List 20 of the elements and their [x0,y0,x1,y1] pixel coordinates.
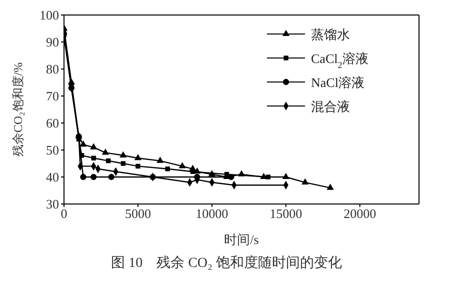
caption: 图 10 残余 CO₂ 饱和度随时间的变化 [110,254,343,272]
y-axis-title: 残余CO₂饱和度/% [11,62,25,157]
x-tick-label: 15000 [270,206,302,222]
x-tick-label: 10000 [196,206,228,222]
x-tick-label: 5000 [124,206,151,222]
y-tick-label: 40 [46,170,59,185]
y-tick-label: 30 [46,196,59,212]
legend-label: CaCl$_{2}$溶液 [311,51,368,70]
y-tick-label: 60 [46,116,59,131]
legend-label: 混合液 [311,99,350,114]
x-axis-title: 时间/s [224,232,259,247]
x-tick-label: 0 [60,206,68,222]
legend-label: NaCl溶液 [311,75,364,90]
y-tick-label: 100 [40,8,59,23]
x-tick-label: 20000 [344,206,376,222]
y-tick-label: 50 [46,142,59,158]
legend-label: 蒸馏水 [311,27,350,42]
y-tick-label: 90 [46,34,59,50]
y-tick-label: 70 [46,88,59,104]
y-tick-label: 80 [46,62,59,77]
